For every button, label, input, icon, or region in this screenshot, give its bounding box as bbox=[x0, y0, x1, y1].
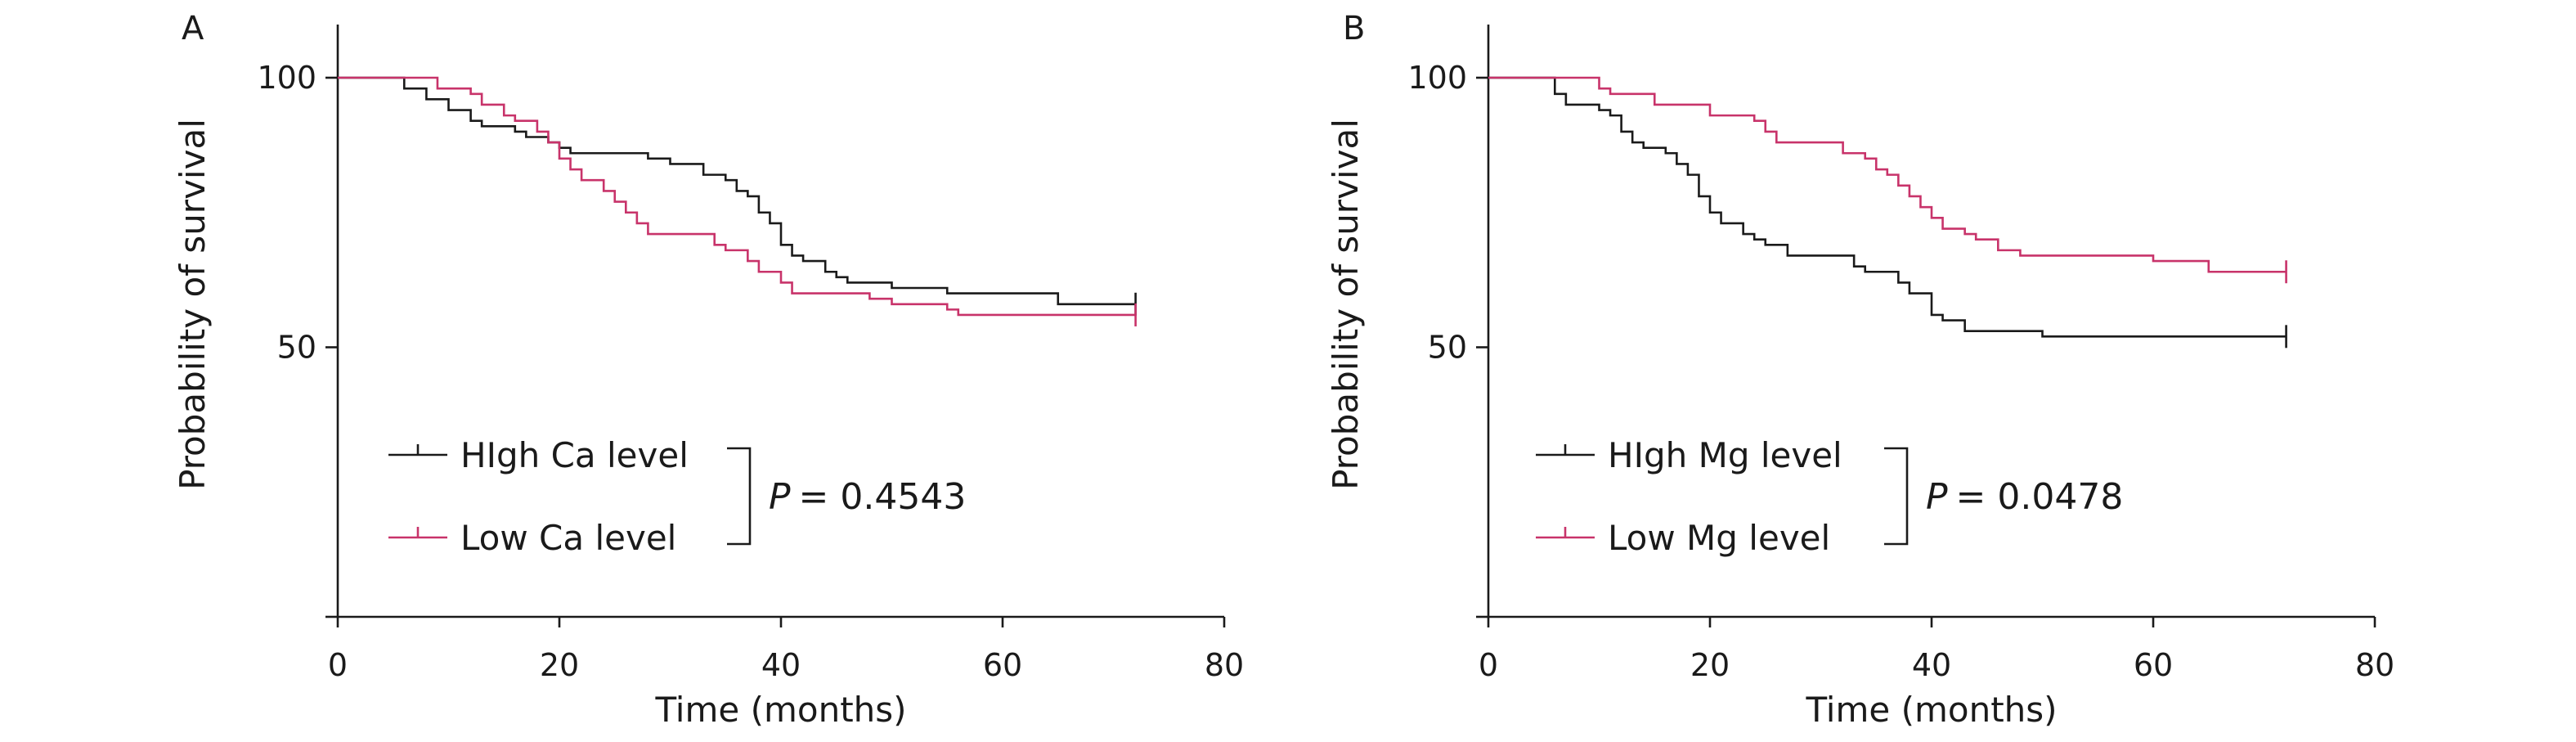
panel-letter: B bbox=[1343, 10, 1365, 47]
y-axis-title: Probability of survival bbox=[1326, 119, 1366, 490]
x-tick-label: 20 bbox=[1690, 647, 1730, 683]
panel-letter: A bbox=[182, 10, 204, 47]
legend-label-low: Low Ca level bbox=[460, 518, 676, 558]
y-tick-label: 100 bbox=[257, 60, 316, 96]
legend-label-high: HIgh Mg level bbox=[1608, 435, 1842, 475]
x-tick-label: 40 bbox=[761, 647, 801, 683]
y-axis-title: Probability of survival bbox=[173, 119, 213, 490]
survival-curve-low bbox=[1488, 76, 2287, 273]
p-symbol: P bbox=[1926, 476, 1948, 518]
survival-curve-low bbox=[338, 76, 1136, 317]
x-tick-label: 20 bbox=[540, 647, 579, 683]
legend-label-low: Low Mg level bbox=[1608, 518, 1830, 558]
p-value: P = 0.4543 bbox=[769, 476, 966, 518]
legend-bracket bbox=[1884, 447, 1909, 546]
x-tick-label: 80 bbox=[2355, 647, 2394, 683]
x-tick-label: 60 bbox=[983, 647, 1022, 683]
p-symbol: P bbox=[769, 476, 791, 518]
p-value: P = 0.0478 bbox=[1926, 476, 2123, 518]
x-tick-label: 60 bbox=[2134, 647, 2173, 683]
x-tick-label: 80 bbox=[1205, 647, 1244, 683]
survival-curve-high bbox=[1488, 76, 2287, 338]
x-tick-label: 0 bbox=[328, 647, 348, 683]
legend-label-high: HIgh Ca level bbox=[460, 435, 689, 475]
x-tick-label: 40 bbox=[1912, 647, 1951, 683]
x-tick-label: 0 bbox=[1479, 647, 1498, 683]
p-value-number: = 0.4543 bbox=[799, 476, 967, 518]
y-tick-label: 50 bbox=[1428, 330, 1467, 366]
p-value-number: = 0.0478 bbox=[1956, 476, 2124, 518]
survival-curve-high bbox=[338, 76, 1136, 306]
x-axis-title: Time (months) bbox=[1805, 690, 2057, 730]
legend-bracket bbox=[727, 447, 752, 546]
y-tick-label: 50 bbox=[277, 330, 316, 366]
panel-a: 0 20 40 60 80 50 100 A Time (months) Probability … bbox=[173, 10, 1244, 730]
y-tick-label: 100 bbox=[1407, 60, 1467, 96]
panel-b: 0 20 40 60 80 50 100 B Time (months) Probability … bbox=[1326, 10, 2394, 730]
x-axis-title: Time (months) bbox=[654, 690, 906, 730]
